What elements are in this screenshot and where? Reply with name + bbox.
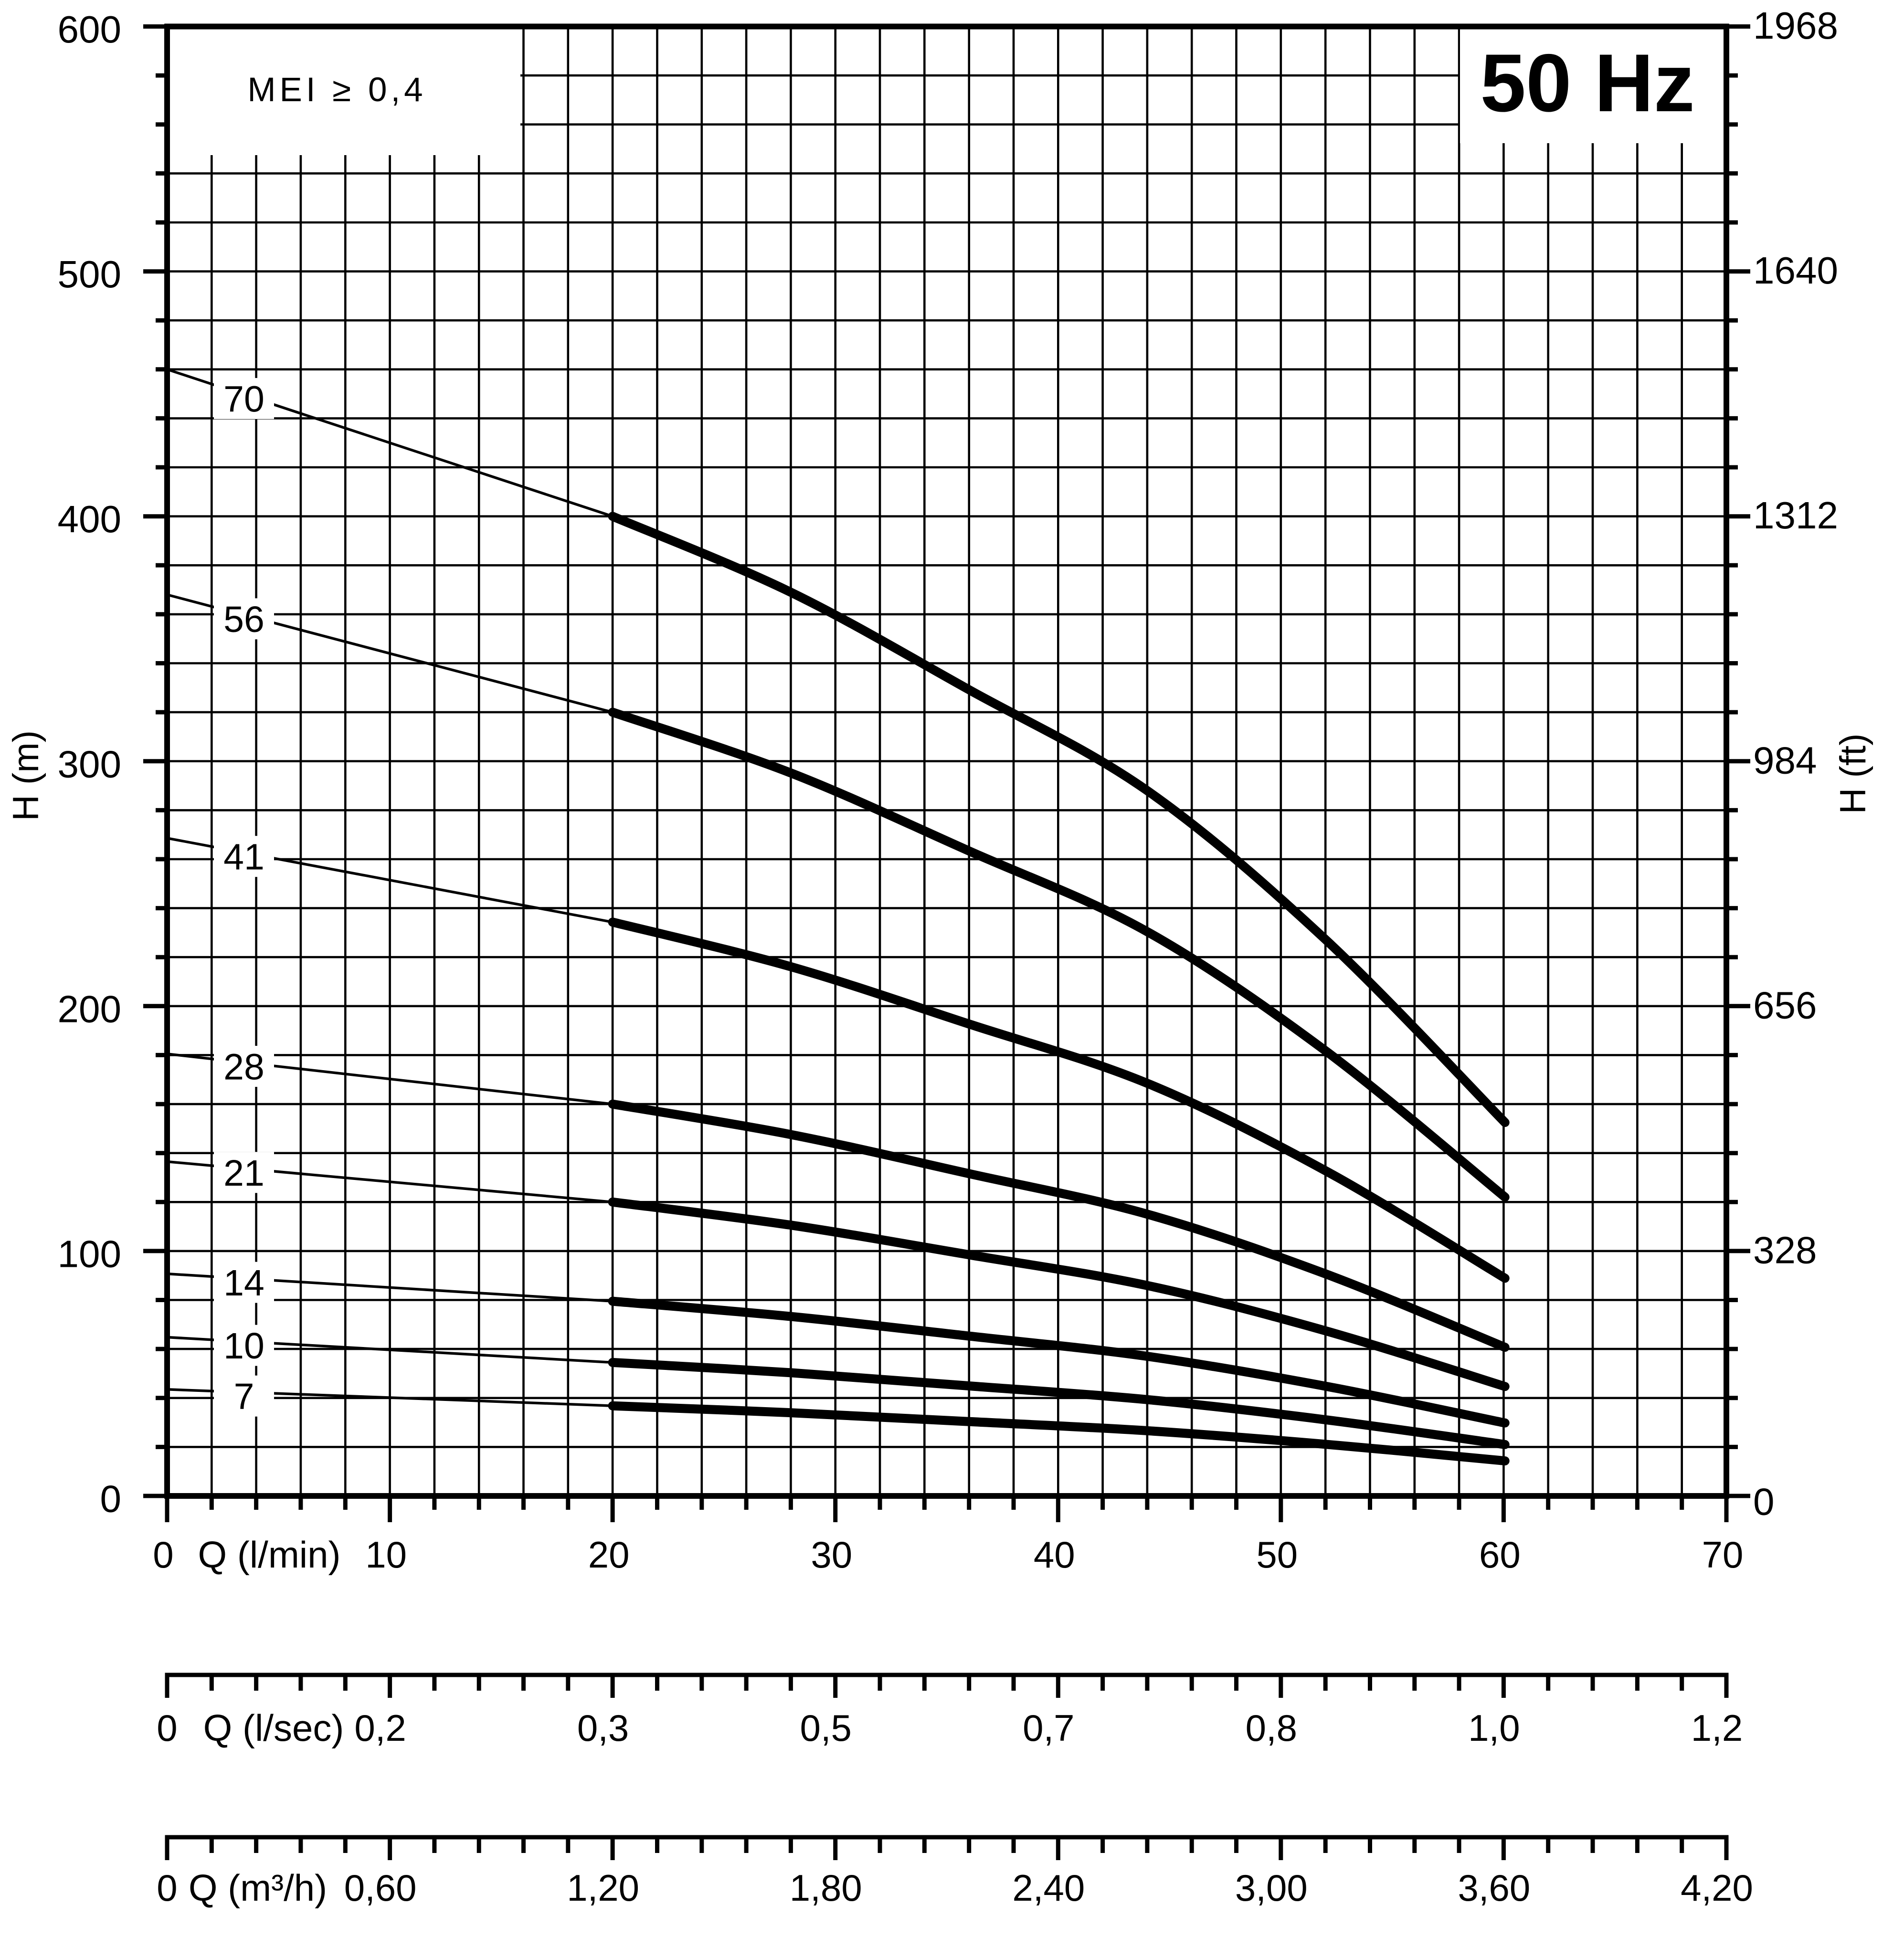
svg-text:100: 100	[58, 1232, 121, 1275]
svg-text:400: 400	[58, 498, 121, 540]
svg-text:3,00: 3,00	[1235, 1867, 1308, 1909]
svg-text:0,60: 0,60	[344, 1867, 417, 1909]
svg-text:70: 70	[1702, 1534, 1744, 1576]
svg-text:3,60: 3,60	[1458, 1867, 1530, 1909]
svg-text:1,20: 1,20	[567, 1867, 639, 1909]
svg-text:300: 300	[58, 743, 121, 785]
svg-text:H (ft): H (ft)	[1833, 734, 1873, 814]
svg-text:7: 7	[234, 1376, 254, 1417]
svg-text:600: 600	[58, 8, 121, 51]
svg-text:0,2: 0,2	[354, 1707, 406, 1749]
svg-text:60: 60	[1479, 1534, 1521, 1576]
svg-text:984: 984	[1753, 739, 1817, 781]
svg-text:0: 0	[1753, 1481, 1775, 1523]
svg-text:56: 56	[223, 599, 264, 640]
svg-text:MEI ≥ 0,4: MEI ≥ 0,4	[247, 71, 426, 109]
svg-text:500: 500	[58, 253, 121, 295]
svg-text:Q (m³/h): Q (m³/h)	[189, 1867, 327, 1909]
svg-text:50 Hz: 50 Hz	[1480, 37, 1694, 129]
svg-text:0: 0	[157, 1707, 177, 1749]
svg-text:10: 10	[365, 1534, 407, 1576]
svg-text:41: 41	[223, 837, 264, 878]
svg-text:656: 656	[1753, 984, 1817, 1026]
svg-text:10: 10	[223, 1326, 264, 1367]
svg-text:30: 30	[811, 1534, 852, 1576]
svg-text:200: 200	[58, 988, 121, 1030]
svg-text:Q (l/sec): Q (l/sec)	[203, 1707, 344, 1749]
svg-text:0,7: 0,7	[1023, 1707, 1074, 1749]
svg-text:28: 28	[223, 1047, 264, 1088]
svg-text:0,3: 0,3	[577, 1707, 629, 1749]
svg-text:0: 0	[100, 1478, 122, 1520]
svg-text:328: 328	[1753, 1229, 1817, 1271]
svg-text:0: 0	[157, 1867, 177, 1909]
svg-text:0: 0	[153, 1534, 173, 1576]
svg-text:Q (l/min): Q (l/min)	[198, 1534, 341, 1576]
svg-text:1,0: 1,0	[1468, 1707, 1520, 1749]
svg-text:0,5: 0,5	[800, 1707, 851, 1749]
svg-text:20: 20	[588, 1534, 630, 1576]
svg-text:14: 14	[223, 1263, 264, 1304]
svg-text:1,80: 1,80	[790, 1867, 862, 1909]
svg-text:1640: 1640	[1753, 249, 1838, 292]
svg-text:1312: 1312	[1753, 494, 1838, 537]
svg-text:H (m): H (m)	[6, 730, 46, 821]
svg-text:0,8: 0,8	[1246, 1707, 1297, 1749]
svg-text:1968: 1968	[1753, 4, 1838, 47]
svg-text:70: 70	[223, 379, 264, 420]
svg-text:2,40: 2,40	[1012, 1867, 1085, 1909]
svg-text:40: 40	[1034, 1534, 1075, 1576]
svg-text:50: 50	[1256, 1534, 1298, 1576]
svg-text:4,20: 4,20	[1681, 1867, 1753, 1909]
svg-text:21: 21	[223, 1153, 264, 1194]
svg-text:1,2: 1,2	[1691, 1707, 1743, 1749]
